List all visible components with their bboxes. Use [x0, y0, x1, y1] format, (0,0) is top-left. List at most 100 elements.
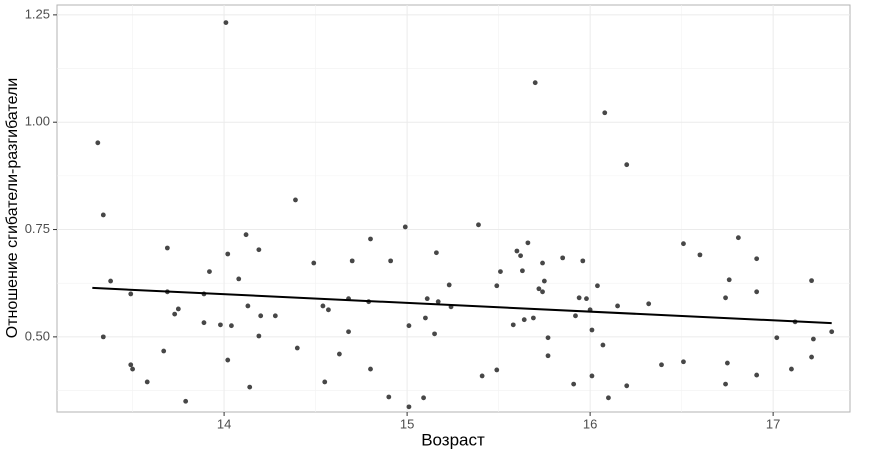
point: [294, 345, 300, 351]
point: [320, 303, 326, 309]
y-tick-label: 1.00: [25, 114, 50, 129]
point: [532, 80, 538, 86]
x-tick-label: 14: [217, 416, 231, 431]
point: [723, 295, 728, 301]
point: [100, 212, 106, 218]
point: [423, 315, 428, 321]
point: [646, 301, 652, 307]
point: [446, 282, 452, 288]
point: [128, 291, 134, 297]
point: [520, 268, 525, 274]
point: [236, 276, 242, 282]
point: [595, 283, 600, 289]
point: [735, 235, 741, 241]
point: [536, 286, 542, 292]
point: [388, 258, 394, 264]
point: [100, 334, 106, 340]
point: [424, 296, 430, 302]
point: [128, 362, 134, 368]
point: [432, 331, 437, 337]
point: [386, 394, 392, 400]
point: [161, 348, 167, 354]
point: [530, 315, 536, 321]
point: [606, 395, 611, 401]
point: [311, 260, 317, 266]
point: [810, 336, 816, 342]
point: [349, 258, 355, 264]
grid: [57, 5, 850, 412]
point: [624, 383, 630, 389]
point: [245, 303, 251, 309]
point: [164, 245, 170, 251]
point: [247, 384, 253, 390]
y-tick-label: 0.50: [25, 328, 50, 343]
point: [322, 379, 328, 385]
point: [518, 253, 523, 259]
point: [615, 303, 620, 309]
point: [681, 241, 686, 247]
point: [754, 372, 760, 378]
point: [521, 317, 527, 323]
point: [573, 313, 578, 319]
point: [494, 367, 500, 373]
point: [809, 354, 814, 360]
point: [144, 379, 150, 385]
point: [479, 373, 485, 379]
point: [724, 360, 730, 366]
x-tick-label: 17: [766, 416, 780, 431]
x-tick-label: 16: [583, 416, 597, 431]
point: [580, 258, 586, 264]
point: [183, 398, 189, 404]
panel: [56, 4, 851, 413]
point: [293, 197, 298, 203]
point: [175, 306, 181, 312]
point: [723, 381, 728, 387]
point: [545, 353, 551, 359]
point: [218, 322, 223, 328]
point: [600, 342, 606, 348]
point: [494, 283, 500, 289]
point: [223, 20, 229, 26]
point: [368, 236, 373, 242]
point: [514, 248, 520, 254]
point: [258, 313, 264, 319]
point: [435, 299, 441, 305]
point: [207, 269, 212, 275]
point: [406, 323, 412, 329]
point: [326, 307, 331, 313]
point: [108, 278, 114, 284]
y-tick-label: 0.75: [25, 221, 50, 236]
point: [589, 373, 595, 379]
point: [789, 366, 794, 372]
point: [525, 240, 531, 246]
point: [829, 329, 835, 335]
x-tick-label: 15: [400, 416, 414, 431]
x-axis-title: Возраст: [421, 430, 485, 449]
point: [541, 278, 547, 284]
point: [697, 252, 703, 258]
point: [754, 256, 760, 262]
point: [402, 224, 408, 230]
point: [659, 362, 664, 368]
point: [256, 333, 262, 339]
point: [406, 404, 412, 410]
point: [95, 140, 101, 146]
point: [201, 320, 207, 326]
point: [602, 110, 608, 116]
y-tick-label: 1.25: [25, 6, 50, 21]
point: [754, 289, 760, 295]
point: [229, 323, 234, 329]
point: [540, 260, 545, 266]
point: [584, 296, 589, 302]
point: [346, 329, 351, 335]
point: [476, 222, 481, 228]
point: [368, 366, 373, 372]
point: [172, 311, 178, 317]
point: [545, 335, 551, 341]
point: [571, 381, 577, 387]
point: [336, 351, 342, 357]
point: [726, 277, 732, 283]
point: [225, 357, 231, 363]
point: [272, 313, 278, 319]
